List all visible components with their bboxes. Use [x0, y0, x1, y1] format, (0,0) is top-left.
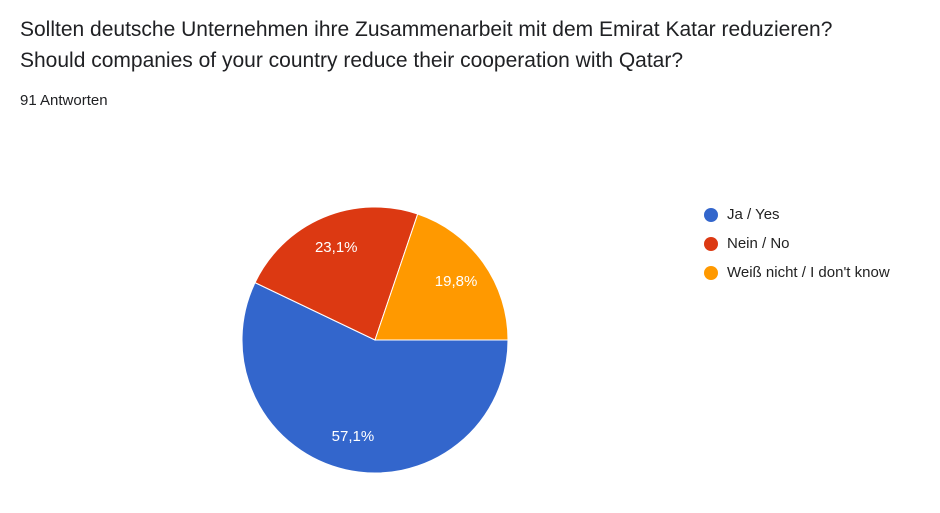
legend-marker: [704, 237, 718, 251]
header: Sollten deutsche Unternehmen ihre Zusamm…: [20, 14, 850, 109]
data-label: 23,1%: [315, 239, 358, 256]
legend-label: Weiß nicht / I don't know: [727, 264, 890, 281]
pie-slice: [374, 213, 509, 341]
pie-slice: [254, 206, 419, 341]
legend-marker: [704, 208, 718, 222]
data-label: 19,8%: [435, 273, 478, 290]
legend-label: Nein / No: [727, 235, 790, 252]
legend-marker: [704, 266, 718, 280]
data-label: 57,1%: [332, 428, 375, 445]
legend-label: Ja / Yes: [727, 206, 780, 223]
pie-slice: [241, 281, 509, 474]
response-count: 91 Antworten: [20, 92, 108, 109]
title: Sollten deutsche Unternehmen ihre Zusamm…: [20, 18, 833, 41]
title: Should companies of your country reduce …: [20, 49, 684, 72]
